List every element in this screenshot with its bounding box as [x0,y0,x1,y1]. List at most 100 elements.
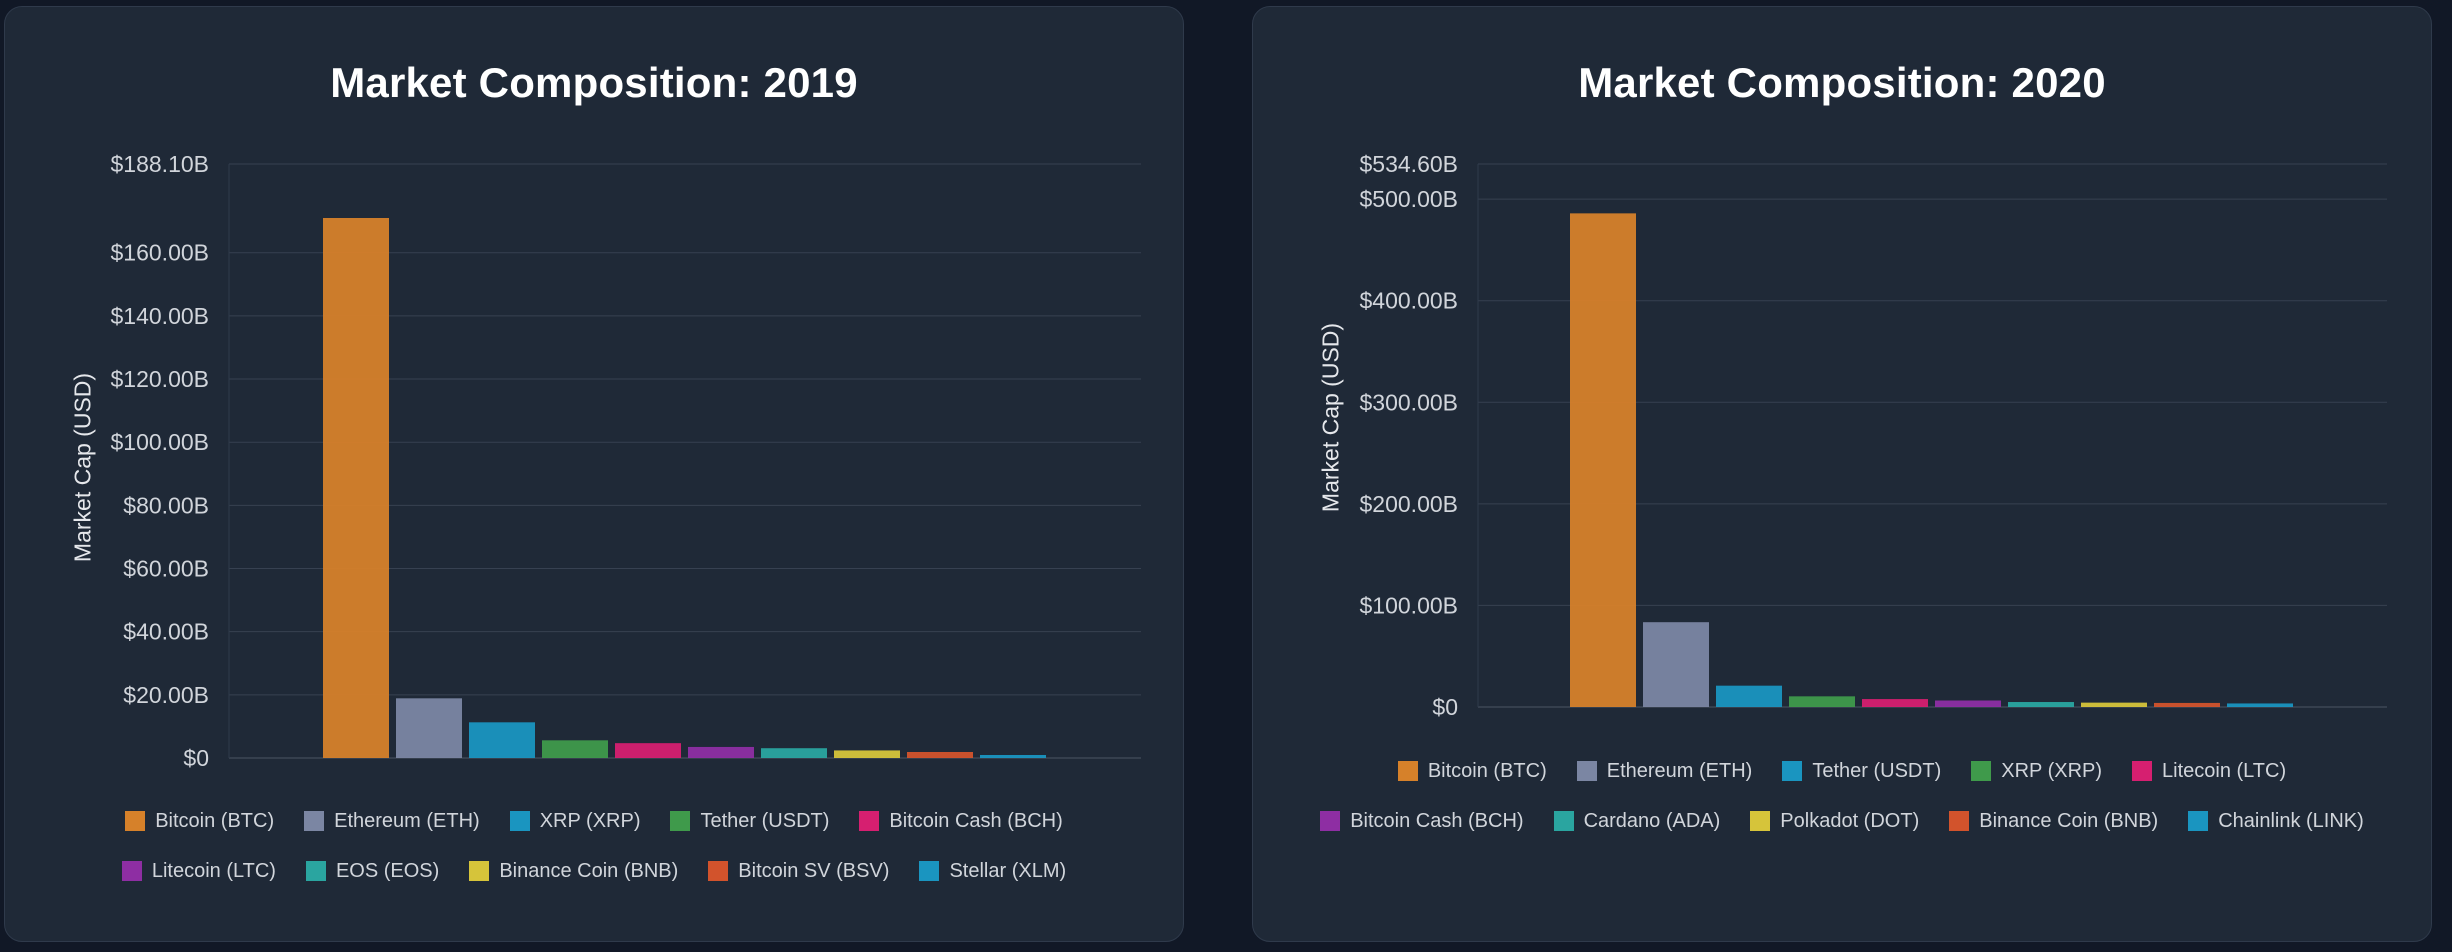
chart-card-2020: Market Composition: 2020 Market Cap (USD… [1252,6,2432,942]
legend-label: Tether (USDT) [700,809,830,832]
bar[interactable] [323,218,389,758]
bar[interactable] [907,752,973,758]
legend-item[interactable]: Bitcoin (BTC) [1397,755,1547,787]
bar[interactable] [615,743,681,758]
y-tick-label: $60.00B [123,556,209,582]
y-tick-label: $188.10B [111,151,209,177]
legend-label: Ethereum (ETH) [1606,759,1753,782]
legend-item[interactable]: Tether (USDT) [1782,755,1941,787]
legend-label: Tether (USDT) [1812,759,1942,782]
legend-swatch [1971,761,1992,781]
legend-item[interactable]: XRP (XRP) [509,805,641,837]
legend-swatch [304,811,325,831]
legend-label: Chainlink (LINK) [2218,809,2364,832]
legend-swatch [1782,761,1803,781]
y-tick-label: $20.00B [123,682,209,708]
legend-label: Stellar (XLM) [949,859,1067,882]
legend-item[interactable]: Binance Coin (BNB) [1949,805,2158,837]
legend-item[interactable]: Tether (USDT) [670,805,829,837]
y-tick-label: $100.00B [111,429,209,455]
legend-item[interactable]: Ethereum (ETH) [1576,755,1753,787]
y-tick-label: $0 [183,745,209,771]
legend-item[interactable]: Stellar (XLM) [919,855,1066,887]
legend-swatch [469,861,490,881]
bar[interactable] [1570,213,1636,707]
legend-label: Bitcoin SV (BSV) [738,859,890,882]
legend-item[interactable]: Bitcoin (BTC) [125,805,274,837]
bar[interactable] [1716,685,1782,707]
legend-label: Binance Coin (BNB) [1979,809,2159,832]
y-tick-label: $200.00B [1360,491,1458,517]
legend-label: Bitcoin Cash (BCH) [1350,809,1524,832]
bar[interactable] [1862,699,1928,707]
legend-item[interactable]: Bitcoin Cash (BCH) [1320,805,1524,837]
legend-swatch [670,811,691,831]
bar[interactable] [542,740,608,758]
bar[interactable] [2154,702,2220,707]
legend-label: Litecoin (LTC) [151,859,276,882]
legend-label: Cardano (ADA) [1583,809,1721,832]
legend-item[interactable]: Litecoin (LTC) [121,855,276,887]
y-tick-label: $160.00B [111,240,209,266]
legend-swatch [1553,811,1574,831]
legend-item[interactable]: Chainlink (LINK) [2188,805,2364,837]
legend-item[interactable]: Litecoin (LTC) [2132,755,2286,787]
legend-item[interactable]: Bitcoin Cash (BCH) [859,805,1063,837]
legend-swatch [509,811,530,831]
chart-title: Market Composition: 2019 [330,59,858,106]
legend-swatch [125,811,146,831]
legend-item[interactable]: XRP (XRP) [1971,755,2102,787]
legend-item[interactable]: Binance Coin (BNB) [469,855,678,887]
y-tick-label: $300.00B [1360,389,1458,415]
legend-swatch [1750,811,1771,831]
legend-label: Bitcoin (BTC) [1427,759,1547,782]
bar[interactable] [2081,702,2147,707]
y-tick-label: $120.00B [111,366,209,392]
legend-item[interactable]: EOS (EOS) [305,855,439,887]
bar[interactable] [2227,703,2293,707]
bar[interactable] [761,748,827,758]
bar[interactable] [688,746,754,758]
y-tick-label: $534.60B [1360,151,1458,177]
bar[interactable] [1789,696,1855,707]
legend-label: XRP (XRP) [2001,759,2103,782]
legend-swatch [1320,811,1341,831]
y-tick-label: $80.00B [123,492,209,518]
legend-swatch [2188,811,2209,831]
legend-swatch [1576,761,1597,781]
legend-swatch [121,861,142,881]
legend-item[interactable]: Bitcoin SV (BSV) [708,855,889,887]
bar[interactable] [980,755,1046,758]
y-tick-label: $40.00B [123,619,209,645]
bar[interactable] [834,750,900,758]
legend-label: XRP (XRP) [539,809,641,832]
bar[interactable] [1643,622,1709,707]
legend-label: Polkadot (DOT) [1780,809,1920,832]
chart-legend: Bitcoin (BTC) Ethereum (ETH) Tether (USDT)… [1313,755,2371,837]
bar[interactable] [469,722,535,758]
y-tick-label: $400.00B [1360,288,1458,314]
legend-item[interactable]: Cardano (ADA) [1553,805,1721,837]
bar[interactable] [1935,700,2001,707]
bar-chart-2019: $0 $20.00B $40.00B $60.00B $80.00B $100.00B $1… [111,151,1141,771]
legend-item[interactable]: Polkadot (DOT) [1750,805,1919,837]
bar[interactable] [2008,702,2074,707]
chart-title: Market Composition: 2020 [1578,59,2106,106]
y-tick-label: $100.00B [1360,592,1458,618]
legend-swatch [1397,761,1418,781]
legend-swatch [2132,761,2153,781]
legend-label: Ethereum (ETH) [334,809,480,832]
y-tick-label: $140.00B [111,303,209,329]
chart-legend: Bitcoin (BTC) Ethereum (ETH) XRP (XRP) Teth… [65,805,1123,887]
legend-label: Binance Coin (BNB) [499,859,679,882]
legend-swatch [305,861,326,881]
legend-swatch [859,811,880,831]
bar-chart-2020: $0 $100.00B $200.00B $300.00B $400.00B $500.0… [1360,151,2387,720]
legend-label: Bitcoin (BTC) [155,809,275,832]
legend-swatch [1949,811,1970,831]
bar[interactable] [396,698,462,758]
legend-swatch [919,861,940,881]
chart-card-2019: Market Composition: 2019 Market Cap (USD… [4,6,1184,942]
legend-label: Litecoin (LTC) [2162,759,2287,782]
legend-item[interactable]: Ethereum (ETH) [304,805,480,837]
